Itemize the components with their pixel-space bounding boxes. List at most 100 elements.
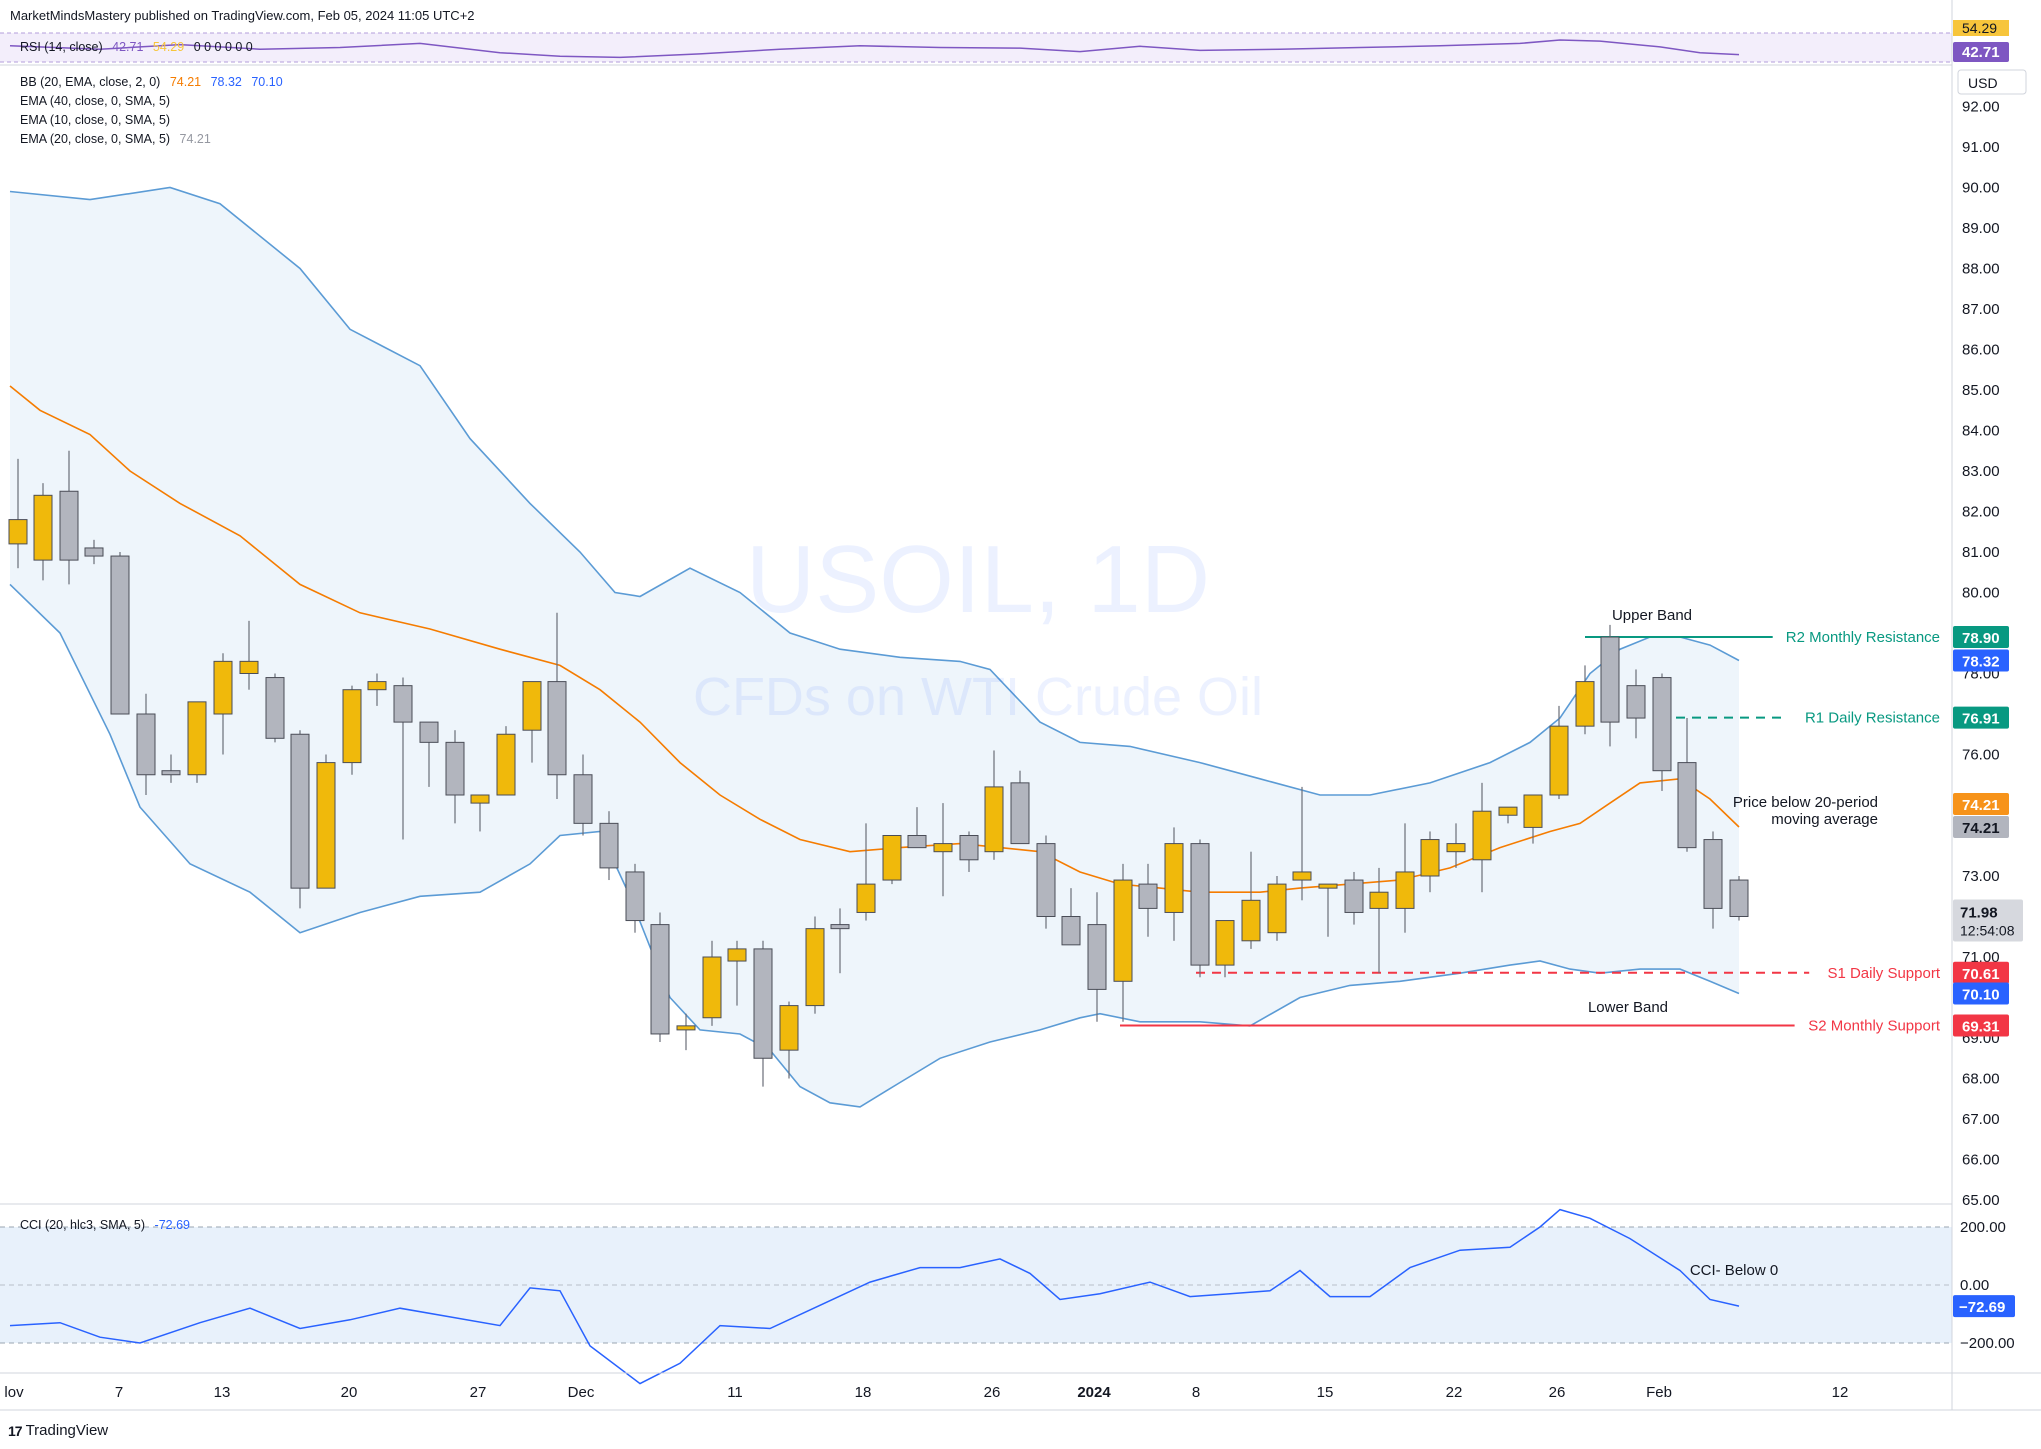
- time-tick-label[interactable]: 7: [115, 1384, 123, 1401]
- candle[interactable]: [136, 693, 156, 795]
- candle[interactable]: [33, 483, 53, 581]
- time-tick-label[interactable]: 13: [214, 1384, 231, 1401]
- candle[interactable]: [727, 940, 747, 1006]
- bb-legend[interactable]: BB (20, EMA, close, 2, 0) 74.21 78.32 70…: [20, 75, 283, 89]
- candle[interactable]: [445, 730, 465, 824]
- candle[interactable]: [1369, 867, 1389, 974]
- candle[interactable]: [779, 1001, 799, 1079]
- candle[interactable]: [1626, 669, 1646, 739]
- time-tick-label[interactable]: 12: [1832, 1384, 1849, 1401]
- candle[interactable]: [1318, 883, 1338, 937]
- candle[interactable]: [1267, 876, 1287, 941]
- time-tick-label[interactable]: 8: [1192, 1384, 1200, 1401]
- rsi-legend[interactable]: RSI (14, close) 42.71 54.29 0 0 0 0 0 0: [20, 40, 253, 54]
- candle[interactable]: [1344, 871, 1364, 925]
- candle[interactable]: [187, 701, 207, 783]
- candles[interactable]: [8, 450, 1749, 1087]
- candle[interactable]: [1472, 782, 1492, 893]
- candle[interactable]: [265, 673, 285, 743]
- ema10-legend[interactable]: EMA (10, close, 0, SMA, 5): [20, 113, 170, 127]
- candle[interactable]: [161, 754, 181, 783]
- time-tick-label[interactable]: 20: [341, 1384, 358, 1401]
- candle[interactable]: [650, 912, 670, 1043]
- time-tick-label[interactable]: 2024: [1077, 1384, 1111, 1401]
- candle[interactable]: [805, 916, 825, 1014]
- candle[interactable]: [1138, 863, 1158, 937]
- candle[interactable]: [1036, 835, 1056, 929]
- candle[interactable]: [625, 863, 645, 933]
- candle[interactable]: [393, 677, 413, 840]
- price-axis[interactable]: USD65.0066.0067.0068.0069.0071.0073.0076…: [0, 0, 2041, 1411]
- candle[interactable]: [1241, 851, 1261, 949]
- candle[interactable]: [290, 730, 310, 909]
- candle[interactable]: [1498, 806, 1518, 824]
- candle[interactable]: [753, 940, 773, 1087]
- candle[interactable]: [110, 552, 130, 715]
- candle[interactable]: [8, 458, 28, 569]
- candle[interactable]: [547, 612, 567, 800]
- candle[interactable]: [1215, 920, 1235, 978]
- bb-upper-value: 78.32: [210, 75, 242, 89]
- tradingview-brand[interactable]: 17 TradingView: [8, 1422, 108, 1439]
- candle[interactable]: [1420, 831, 1440, 893]
- currency-box[interactable]: [1957, 69, 2027, 95]
- candle[interactable]: [1292, 786, 1312, 901]
- candle[interactable]: [419, 721, 439, 787]
- time-tick-label[interactable]: 26: [984, 1384, 1001, 1401]
- candle[interactable]: [933, 803, 953, 897]
- candle-body: [547, 681, 567, 776]
- candle[interactable]: [882, 835, 902, 885]
- candle[interactable]: [1446, 823, 1466, 868]
- candle[interactable]: [213, 653, 233, 755]
- candle[interactable]: [59, 450, 79, 585]
- candle[interactable]: [1164, 827, 1184, 941]
- candle[interactable]: [1087, 892, 1107, 1022]
- candle[interactable]: [367, 673, 387, 706]
- candle[interactable]: [342, 685, 362, 775]
- candle[interactable]: [1113, 863, 1133, 1022]
- candle[interactable]: [1190, 839, 1210, 978]
- badge-r2: [1953, 626, 2009, 649]
- candle[interactable]: [1575, 665, 1595, 735]
- candle[interactable]: [856, 823, 876, 921]
- time-tick-label[interactable]: 11: [727, 1384, 743, 1401]
- candle[interactable]: [676, 1013, 696, 1051]
- candle[interactable]: [959, 831, 979, 872]
- candle[interactable]: [1600, 624, 1620, 747]
- candle[interactable]: [984, 750, 1004, 860]
- time-tick-label[interactable]: 27: [470, 1384, 487, 1401]
- ema40-label: EMA (40, close, 0, SMA, 5): [20, 94, 171, 108]
- time-tick-label[interactable]: 22: [1446, 1384, 1463, 1401]
- candle[interactable]: [830, 908, 850, 974]
- time-tick-label[interactable]: lov: [4, 1384, 24, 1401]
- candle[interactable]: [496, 726, 516, 796]
- candle[interactable]: [1010, 770, 1030, 845]
- candle[interactable]: [1652, 673, 1672, 791]
- candle[interactable]: [1523, 794, 1543, 844]
- candle[interactable]: [470, 794, 490, 832]
- candle[interactable]: [1703, 831, 1723, 929]
- candle[interactable]: [316, 754, 336, 889]
- time-tick-label[interactable]: 26: [1549, 1384, 1566, 1401]
- time-tick-label[interactable]: Feb: [1646, 1384, 1672, 1401]
- candle[interactable]: [84, 539, 104, 565]
- candle[interactable]: [573, 754, 593, 836]
- time-axis[interactable]: lov 7 13 20 27 Dec 11 18 26 2024 8 15 22 26 Feb 12: [4, 1384, 1848, 1401]
- candle[interactable]: [599, 811, 619, 881]
- candle[interactable]: [1549, 705, 1569, 800]
- candle[interactable]: [907, 807, 927, 849]
- ema40-legend[interactable]: EMA (40, close, 0, SMA, 5): [20, 94, 170, 108]
- candle[interactable]: [1061, 888, 1081, 946]
- candle[interactable]: [522, 681, 542, 763]
- time-tick-label[interactable]: Dec: [568, 1384, 595, 1401]
- candle[interactable]: [1677, 718, 1697, 852]
- candle[interactable]: [702, 940, 722, 1026]
- time-tick-label[interactable]: 18: [855, 1384, 872, 1401]
- candle[interactable]: [1729, 876, 1749, 921]
- ema20-legend[interactable]: EMA (20, close, 0, SMA, 5) 74.21: [20, 132, 211, 146]
- badge-r1: [1953, 706, 2009, 729]
- cci-legend[interactable]: CCI (20, hlc3, SMA, 5) -72.69: [20, 1218, 190, 1232]
- time-tick-label[interactable]: 15: [1317, 1384, 1334, 1401]
- candle[interactable]: [239, 620, 259, 690]
- candle[interactable]: [1395, 823, 1415, 933]
